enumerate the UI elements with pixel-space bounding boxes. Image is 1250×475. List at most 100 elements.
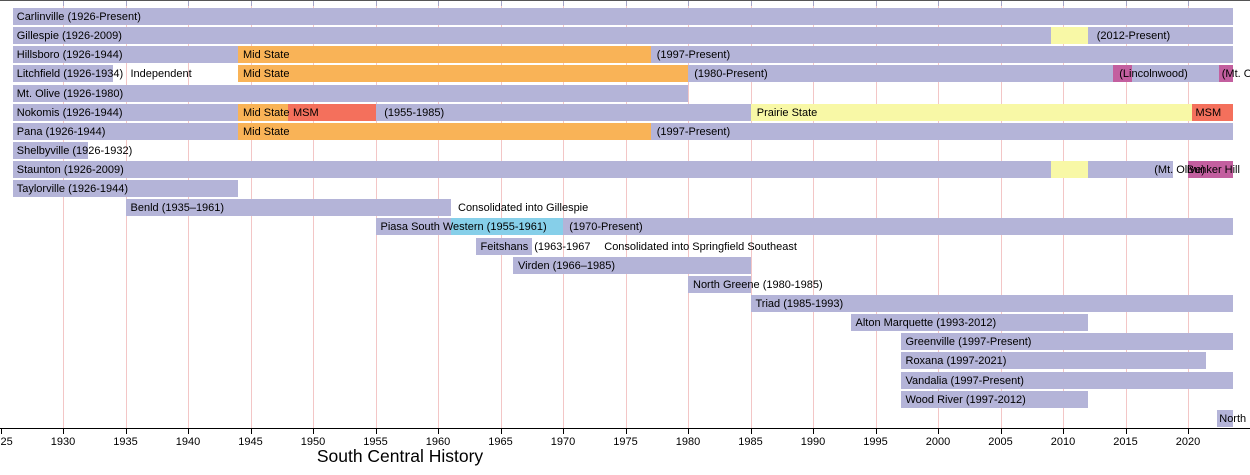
axis-tick-label-2010: 2010 (1050, 436, 1076, 448)
bar-segment-litchfield-merge-pink (1113, 65, 1132, 82)
bar-label-staunton-1926-2009: Staunton (1926-2009) (16, 164, 124, 176)
bar-segment-nokomis-msm (1191, 104, 1233, 121)
axis-tick-1995 (875, 429, 877, 434)
axis-tick-label-1990: 1990 (800, 436, 826, 448)
axis-tick-1950 (313, 429, 314, 434)
bar-segment-litchfield-merge-pink (1219, 65, 1233, 82)
bar-segment-nokomis-south-central (375, 104, 751, 121)
bar-label-msm: MSM (293, 107, 319, 119)
bar-segment-litchfield-mid-state (238, 65, 688, 82)
bar-segment-gillespie-prairie-state (1050, 27, 1088, 44)
bar-segment-nokomis-msm (288, 104, 376, 121)
axis-tick-1980 (688, 429, 689, 434)
bar-label-alton-marquette-1993-2012: Alton Marquette (1993-2012) (855, 317, 997, 329)
axis-tick-2010 (1063, 429, 1064, 434)
grid-line-1930 (63, 2, 64, 428)
top-border-line (0, 0, 1250, 1)
bar-segment-north-greene-south-central (688, 276, 751, 293)
bar-label-mt-olive-1926-1980: Mt. Olive (1926-1980) (16, 88, 124, 100)
bar-segment-greenville-south-central (900, 333, 1233, 350)
axis-tick-label-2000: 2000 (925, 436, 951, 448)
axis-tick-2000 (938, 429, 939, 434)
bar-label-1980-present: (1980-Present) (694, 68, 768, 80)
axis-tick-label-1960: 1960 (425, 436, 451, 448)
bar-segment-mt-olive-south-central (13, 85, 688, 102)
top-tick-1965 (500, 1, 502, 6)
x-axis-line (0, 428, 1250, 429)
bar-segment-piasa-south-western-south-central (375, 218, 451, 235)
bar-segment-roxana-south-central (900, 352, 1206, 369)
axis-tick-label-1970: 1970 (550, 436, 576, 448)
top-tick-1990 (813, 1, 814, 6)
bar-label-taylorville-1926-1944: Taylorville (1926-1944) (16, 183, 129, 195)
bar-segment-triad-south-central (750, 295, 1233, 312)
bar-label-feitshans: Feitshans (480, 241, 529, 253)
top-tick-2015 (1125, 1, 1127, 6)
row-wood-river: Wood River (1997-2012) (0, 391, 1250, 410)
grid-line-2020 (1188, 2, 1189, 428)
bar-segment-feitshans-south-central (475, 238, 532, 255)
top-tick-1955 (375, 1, 377, 6)
bar-label-mid-state: Mid State (243, 68, 290, 80)
bar-segment-gillespie-south-central (13, 27, 1051, 44)
bar-segment-nokomis-mid-state (238, 104, 288, 121)
top-tick-1935 (125, 1, 127, 6)
bar-label-vandalia-1997-present: Vandalia (1997-Present) (905, 375, 1024, 387)
axis-tick-1925 (0, 429, 2, 434)
row-nokomis: Nokomis (1926-1944) Mid State MSM (1955-198… (0, 104, 1250, 123)
bar-label-nokomis-1926-1944: Nokomis (1926-1944) (16, 107, 123, 119)
axis-tick-1955 (375, 429, 377, 434)
grid-line-2010 (1063, 2, 1064, 428)
axis-tick-label-2005: 2005 (988, 436, 1013, 448)
top-tick-1985 (750, 1, 752, 6)
bar-segment-carlinville-south-central (13, 8, 1233, 25)
row-virden: Virden (1966–1985) (0, 257, 1250, 276)
bar-segment-staunton-merge-pink (1188, 161, 1233, 178)
bar-segment-staunton-prairie-state (1050, 161, 1088, 178)
row-vandalia: Vandalia (1997-Present) (0, 372, 1250, 391)
bar-label-litchfield-1926-1934: Litchfield (1926-1934) (16, 68, 124, 80)
bar-segment-north-south-central (1216, 410, 1233, 427)
axis-tick-1945 (250, 429, 252, 434)
bar-label-piasa-south-western-1955-1961: Piasa South Western (1955-1961) (380, 221, 547, 233)
row-triad: Triad (1985-1993) (0, 295, 1250, 314)
bar-label-wood-river-1997-2012: Wood River (1997-2012) (905, 394, 1026, 406)
bar-label-mid-state: Mid State (243, 126, 290, 138)
axis-tick-label-1965: 1965 (488, 436, 513, 448)
row-gillespie: Gillespie (1926-2009) (2012-Present) (0, 27, 1250, 46)
top-tick-1970 (563, 1, 564, 6)
bar-label-roxana-1997-2021: Roxana (1997-2021) (905, 355, 1007, 367)
bar-segment-gillespie-south-central (1088, 27, 1233, 44)
grid-line-1965 (500, 2, 502, 428)
grid-line-1970 (563, 2, 564, 428)
bar-segment-piasa-south-western-western (450, 218, 563, 235)
bar-label-independent: Independent (130, 68, 192, 80)
top-tick-2000 (938, 1, 939, 6)
row-mt-olive: Mt. Olive (1926-1980) (0, 85, 1250, 104)
bar-segment-litchfield-south-central (13, 65, 113, 82)
bar-label-triad-1985-1993: Triad (1985-1993) (755, 298, 844, 310)
bar-segment-staunton-south-central (1088, 161, 1173, 178)
bar-label-benld-1935-1961: Benld (1935–1961) (130, 202, 225, 214)
grid-line-2015 (1125, 2, 1127, 428)
bar-segment-staunton-south-central (13, 161, 1051, 178)
bar-label-1970-present: (1970-Present) (569, 221, 643, 233)
axis-tick-1960 (438, 429, 439, 434)
bar-segment-hillsboro-south-central (13, 46, 238, 63)
bar-segment-vandalia-south-central (900, 372, 1233, 389)
axis-tick-label-1940: 1940 (175, 436, 201, 448)
grid-line-2000 (938, 2, 939, 428)
bar-label-pana-1926-1944: Pana (1926-1944) (16, 126, 106, 138)
bar-segment-hillsboro-south-central (650, 46, 1233, 63)
grid-line-1980 (688, 2, 689, 428)
axis-tick-label-1955: 1955 (363, 436, 388, 448)
axis-tick-label-1985: 1985 (738, 436, 763, 448)
bar-label-carlinville-1926-present: Carlinville (1926-Present) (16, 11, 141, 23)
bar-label-mt-olive: (Mt. Olive) (1154, 164, 1205, 176)
bar-label-north: North (1219, 413, 1247, 425)
bar-segment-nokomis-south-central (13, 104, 238, 121)
axis-tick-1990 (813, 429, 814, 434)
top-tick-1950 (313, 1, 314, 6)
row-staunton: Staunton (1926-2009) (Mt. Olive) Bunker Hi… (0, 161, 1250, 180)
